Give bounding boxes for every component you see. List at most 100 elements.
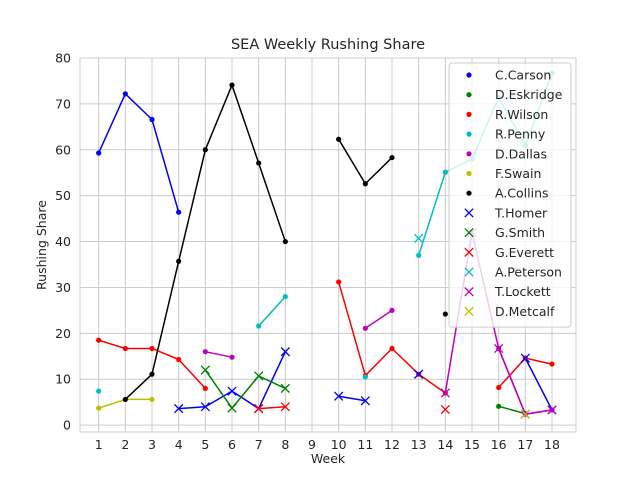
x-tick-label: 16 bbox=[491, 437, 507, 452]
x-tick-label: 1 bbox=[95, 437, 103, 452]
legend-label: F.Swain bbox=[495, 166, 541, 181]
legend-label: G.Smith bbox=[495, 225, 545, 240]
x-axis-label: Week bbox=[311, 451, 346, 466]
x-tick-label: 5 bbox=[201, 437, 209, 452]
data-point-g-everett bbox=[440, 404, 450, 415]
y-tick-label: 30 bbox=[55, 280, 71, 295]
data-point-t-homer bbox=[280, 347, 290, 357]
data-point-g-smith bbox=[280, 383, 290, 394]
data-point-d-dallas bbox=[229, 354, 235, 360]
x-tick-label: 6 bbox=[228, 437, 236, 452]
series-line-t-homer bbox=[524, 357, 553, 411]
data-point-r-wilson bbox=[202, 385, 208, 392]
legend-label: D.Eskridge bbox=[495, 87, 563, 102]
legend-marker bbox=[466, 111, 472, 117]
x-tick-label: 13 bbox=[411, 437, 427, 452]
data-point-t-homer bbox=[520, 353, 530, 363]
legend-label: D.Dallas bbox=[495, 146, 547, 161]
data-point-a-collins bbox=[122, 396, 128, 403]
x-tick-label: 8 bbox=[281, 437, 289, 452]
data-point-r-wilson bbox=[122, 345, 128, 352]
x-tick-label: 3 bbox=[148, 437, 156, 452]
series-line-g-everett bbox=[258, 406, 286, 410]
y-tick-label: 40 bbox=[55, 234, 71, 249]
legend-marker bbox=[464, 247, 474, 257]
x-tick-label: 10 bbox=[331, 437, 347, 452]
data-point-r-penny bbox=[256, 323, 262, 329]
data-point-f-swain bbox=[96, 405, 102, 411]
x-tick-label: 7 bbox=[255, 437, 263, 452]
x-tick-label: 2 bbox=[121, 437, 129, 452]
data-point-t-lockett bbox=[494, 343, 504, 354]
data-point-r-wilson bbox=[96, 337, 102, 343]
data-point-a-collins bbox=[282, 238, 288, 245]
data-point-f-swain bbox=[149, 396, 155, 403]
series-c-carson bbox=[96, 91, 182, 215]
data-point-t-homer bbox=[200, 402, 210, 412]
legend-marker bbox=[464, 306, 474, 317]
y-tick-label: 70 bbox=[55, 96, 71, 111]
data-point-a-peterson bbox=[414, 233, 424, 244]
data-point-r-wilson bbox=[336, 279, 342, 285]
tick-labels: 1 2 3 4 5 6 7 8 9 10 11 12 13 14 15 16 17 180102030405060… bbox=[55, 51, 560, 453]
legend-label: G.Everett bbox=[495, 245, 554, 260]
legend-label: A.Collins bbox=[495, 186, 549, 201]
data-point-a-collins bbox=[149, 371, 155, 377]
series-line-d-dallas bbox=[364, 309, 393, 329]
data-point-g-smith bbox=[227, 403, 237, 413]
series-a-peterson bbox=[414, 233, 424, 244]
data-point-r-wilson bbox=[549, 361, 555, 367]
y-tick-label: 50 bbox=[55, 188, 71, 203]
data-point-a-collins bbox=[229, 82, 235, 88]
legend-marker bbox=[466, 151, 472, 157]
y-tick-label: 20 bbox=[55, 326, 71, 341]
x-tick-label: 4 bbox=[175, 437, 183, 452]
legend-marker bbox=[466, 131, 472, 137]
legend-label: T.Lockett bbox=[494, 284, 551, 299]
legend-label: A.Peterson bbox=[495, 265, 562, 280]
data-point-c-carson bbox=[122, 91, 128, 97]
series-g-smith bbox=[200, 365, 290, 413]
x-tick-label: 9 bbox=[308, 437, 316, 452]
series-line-t-homer bbox=[338, 395, 366, 402]
data-point-t-lockett bbox=[440, 388, 450, 398]
legend-marker bbox=[464, 287, 474, 297]
x-tick-label: 12 bbox=[384, 437, 400, 452]
data-point-r-penny bbox=[416, 252, 422, 258]
data-point-a-collins bbox=[176, 258, 182, 264]
y-tick-label: 80 bbox=[55, 51, 71, 66]
data-point-g-everett bbox=[280, 402, 290, 412]
data-point-r-wilson bbox=[176, 356, 182, 363]
x-tick-label: 15 bbox=[464, 437, 480, 452]
legend-marker bbox=[464, 227, 474, 238]
x-tick-label: 11 bbox=[357, 437, 373, 452]
legend: C.Carson D.Eskridge R.Wilson R.Penny D.Dalla… bbox=[448, 62, 572, 328]
legend-label: T.Homer bbox=[494, 205, 548, 220]
data-point-r-wilson bbox=[149, 345, 155, 352]
data-point-g-everett bbox=[254, 403, 264, 414]
y-tick-label: 0 bbox=[63, 418, 71, 433]
data-point-c-carson bbox=[176, 209, 182, 215]
data-point-t-homer bbox=[174, 403, 184, 414]
legend-label: D.Metcalf bbox=[495, 304, 555, 319]
legend-label: R.Wilson bbox=[495, 107, 548, 122]
legend-marker bbox=[466, 170, 472, 177]
data-point-d-dallas bbox=[362, 325, 368, 331]
data-point-a-collins bbox=[362, 181, 368, 187]
series-g-everett bbox=[254, 402, 450, 415]
series-line-d-dallas bbox=[205, 350, 233, 358]
series-line-r-penny bbox=[258, 296, 286, 327]
data-point-t-homer bbox=[414, 369, 424, 379]
series-line-c-carson bbox=[97, 93, 180, 213]
data-point-t-lockett bbox=[547, 405, 557, 415]
data-point-a-collins bbox=[389, 154, 395, 161]
data-point-r-penny bbox=[282, 294, 288, 300]
data-point-a-collins bbox=[442, 311, 448, 317]
legend-marker bbox=[464, 267, 474, 277]
legend-marker bbox=[464, 208, 474, 218]
data-point-d-metcalf bbox=[520, 409, 530, 419]
data-point-g-smith bbox=[254, 371, 264, 381]
legend-marker bbox=[466, 92, 472, 98]
data-point-a-collins bbox=[202, 147, 208, 153]
